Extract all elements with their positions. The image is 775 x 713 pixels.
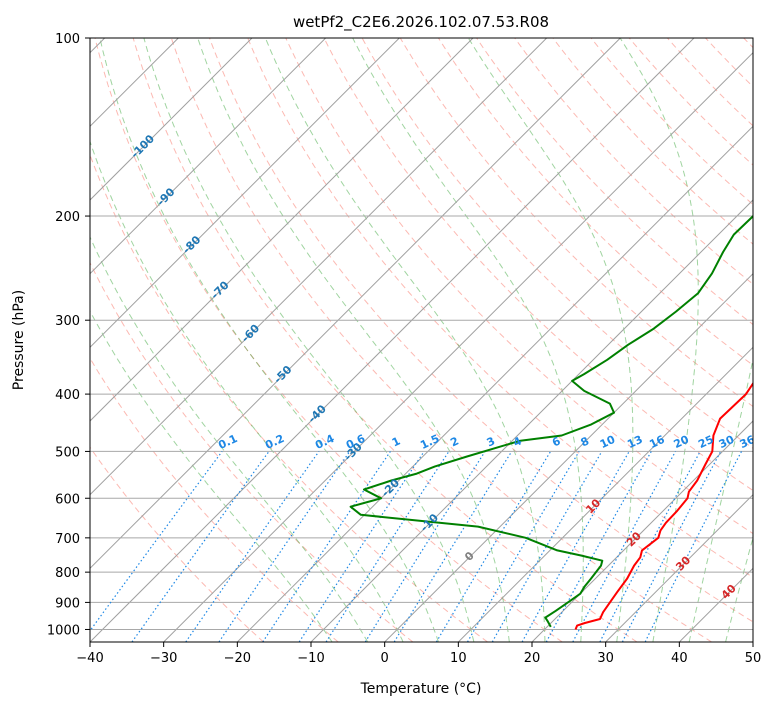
- x-axis-label: Temperature (°C): [360, 681, 482, 697]
- y-tick-label: 1000: [47, 623, 80, 638]
- x-tick-label: 40: [671, 651, 688, 666]
- x-tick-label: −10: [297, 651, 324, 666]
- x-tick-label: 30: [597, 651, 614, 666]
- chart-title: wetPf2_C2E6.2026.102.07.53.R08: [293, 13, 549, 32]
- y-tick-label: 300: [55, 314, 80, 329]
- y-tick-label: 900: [55, 596, 80, 611]
- y-tick-label: 200: [55, 210, 80, 225]
- y-tick-label: 800: [55, 566, 80, 581]
- x-tick-label: 20: [524, 651, 541, 666]
- x-tick-label: 50: [745, 651, 762, 666]
- y-tick-label: 700: [55, 532, 80, 547]
- x-tick-label: 10: [450, 651, 467, 666]
- y-tick-label: 500: [55, 445, 80, 460]
- y-tick-label: 400: [55, 388, 80, 403]
- x-tick-label: −40: [76, 651, 103, 666]
- y-tick-label: 100: [55, 32, 80, 47]
- y-axis-label: Pressure (hPa): [11, 290, 27, 390]
- x-tick-label: −20: [224, 651, 251, 666]
- x-tick-label: −30: [150, 651, 177, 666]
- x-tick-label: 0: [381, 651, 389, 666]
- y-tick-label: 600: [55, 492, 80, 507]
